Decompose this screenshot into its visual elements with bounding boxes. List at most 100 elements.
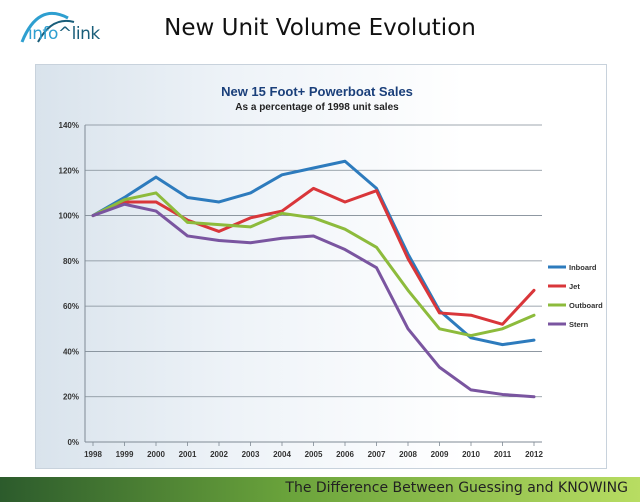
data-point-inboard <box>217 200 221 204</box>
data-point-stern <box>123 203 126 206</box>
data-point-jet <box>469 314 473 317</box>
data-point-jet <box>406 257 410 260</box>
data-point-stern <box>217 239 221 242</box>
footer-bar <box>0 477 640 502</box>
infolink-logo <box>20 12 75 43</box>
data-point-stern <box>186 234 189 238</box>
grid-lines <box>85 124 542 443</box>
data-point-stern <box>154 209 158 213</box>
x-tick-label: 2003 <box>242 450 260 459</box>
data-point-outboard <box>343 227 347 231</box>
x-tick-label: 2001 <box>179 450 197 459</box>
y-tick-label: 0% <box>67 438 79 447</box>
data-point-stern <box>280 237 284 240</box>
data-point-inboard <box>123 196 126 199</box>
data-point-outboard <box>312 216 315 220</box>
data-point-stern <box>312 234 315 238</box>
x-tick-label: 1999 <box>116 450 134 459</box>
data-point-jet <box>343 200 347 204</box>
legend-label-inboard: Inboard <box>569 263 597 272</box>
data-point-outboard <box>154 191 158 195</box>
data-point-stern <box>343 248 347 251</box>
logo-swoosh <box>20 12 69 43</box>
chart-title: New 15 Foot+ Powerboat Sales <box>221 84 413 99</box>
data-point-outboard <box>280 212 284 215</box>
logo-text: info^link <box>28 24 100 44</box>
data-point-inboard <box>375 187 378 190</box>
x-tick-label: 2005 <box>305 450 323 459</box>
chart-subtitle: As a percentage of 1998 unit sales <box>235 102 399 113</box>
y-tick-label: 120% <box>59 166 79 175</box>
legend-label-outboard: Outboard <box>569 301 603 310</box>
data-point-outboard <box>123 198 126 201</box>
data-point-outboard <box>186 221 189 224</box>
series-lines <box>91 159 536 399</box>
y-tick-label: 100% <box>59 212 79 221</box>
slide-title: New Unit Volume Evolution <box>164 15 476 41</box>
data-point-jet <box>312 187 315 190</box>
data-point-jet <box>154 200 158 204</box>
data-point-outboard <box>501 327 504 330</box>
data-point-outboard <box>217 223 221 226</box>
y-tick-label: 40% <box>63 347 79 356</box>
data-point-stern <box>532 395 536 398</box>
x-tick-label: 2010 <box>462 450 480 459</box>
logo-caret-icon: ^ <box>57 24 72 44</box>
data-point-outboard <box>469 334 473 337</box>
data-point-outboard <box>532 314 536 317</box>
y-tick-label: 20% <box>63 393 79 402</box>
data-point-inboard <box>280 173 284 177</box>
y-tick-label: 80% <box>63 257 79 266</box>
x-tick-label: 2000 <box>147 450 165 459</box>
y-axis: 0% 20% 40% 60% 80% 100% 120% 140% <box>59 121 86 447</box>
data-point-inboard <box>186 196 189 199</box>
data-point-jet <box>532 289 536 292</box>
y-tick-label: 140% <box>59 121 79 130</box>
logo-swoosh-inner <box>37 20 75 43</box>
logo-text-info: info <box>28 24 58 44</box>
x-tick-label: 2002 <box>210 450 228 459</box>
data-point-inboard <box>312 166 315 170</box>
x-tick-label: 2004 <box>273 450 291 459</box>
data-point-inboard <box>501 343 504 346</box>
data-point-jet <box>501 323 504 326</box>
data-point-jet <box>249 216 252 220</box>
data-point-stern <box>249 241 252 244</box>
data-point-outboard <box>438 327 441 330</box>
data-point-inboard <box>343 160 347 163</box>
chart-legend: Inboard Jet Outboard Stern <box>548 263 603 329</box>
data-point-inboard <box>532 338 536 342</box>
series-line-stern <box>91 202 536 399</box>
data-point-stern <box>438 366 441 369</box>
data-point-stern <box>406 327 410 330</box>
chart-frame <box>35 64 607 469</box>
data-point-jet <box>438 311 441 315</box>
data-point-stern <box>91 214 95 217</box>
data-point-inboard <box>154 175 158 179</box>
x-tick-label: 2007 <box>368 450 386 459</box>
x-tick-label: 2009 <box>431 450 449 459</box>
data-point-stern <box>501 393 504 396</box>
legend-label-stern: Stern <box>569 320 589 329</box>
data-point-inboard <box>469 336 473 340</box>
x-tick-label: 2011 <box>494 450 512 459</box>
data-point-stern <box>375 266 378 269</box>
legend-label-jet: Jet <box>569 282 580 291</box>
data-point-stern <box>469 388 473 392</box>
x-tick-label: 2008 <box>399 450 417 459</box>
footer-tagline: The Difference Between Guessing and KNOW… <box>285 480 628 496</box>
logo-text-link: link <box>71 24 101 44</box>
data-point-inboard <box>249 191 252 195</box>
data-point-outboard <box>249 225 252 229</box>
series-line-jet <box>91 186 536 326</box>
data-point-jet <box>375 189 378 192</box>
x-tick-label: 2006 <box>336 450 354 459</box>
line-chart: New 15 Foot+ Powerboat Sales As a percen… <box>59 84 604 459</box>
x-tick-label: 1998 <box>84 450 102 459</box>
x-axis: 1998 1999 2000 2001 2002 2003 2004 2005 2006 2007… <box>84 442 543 459</box>
data-point-outboard <box>375 246 378 249</box>
x-tick-label: 2012 <box>525 450 543 459</box>
data-point-outboard <box>406 289 410 292</box>
data-point-jet <box>280 209 284 213</box>
y-tick-label: 60% <box>63 302 79 311</box>
